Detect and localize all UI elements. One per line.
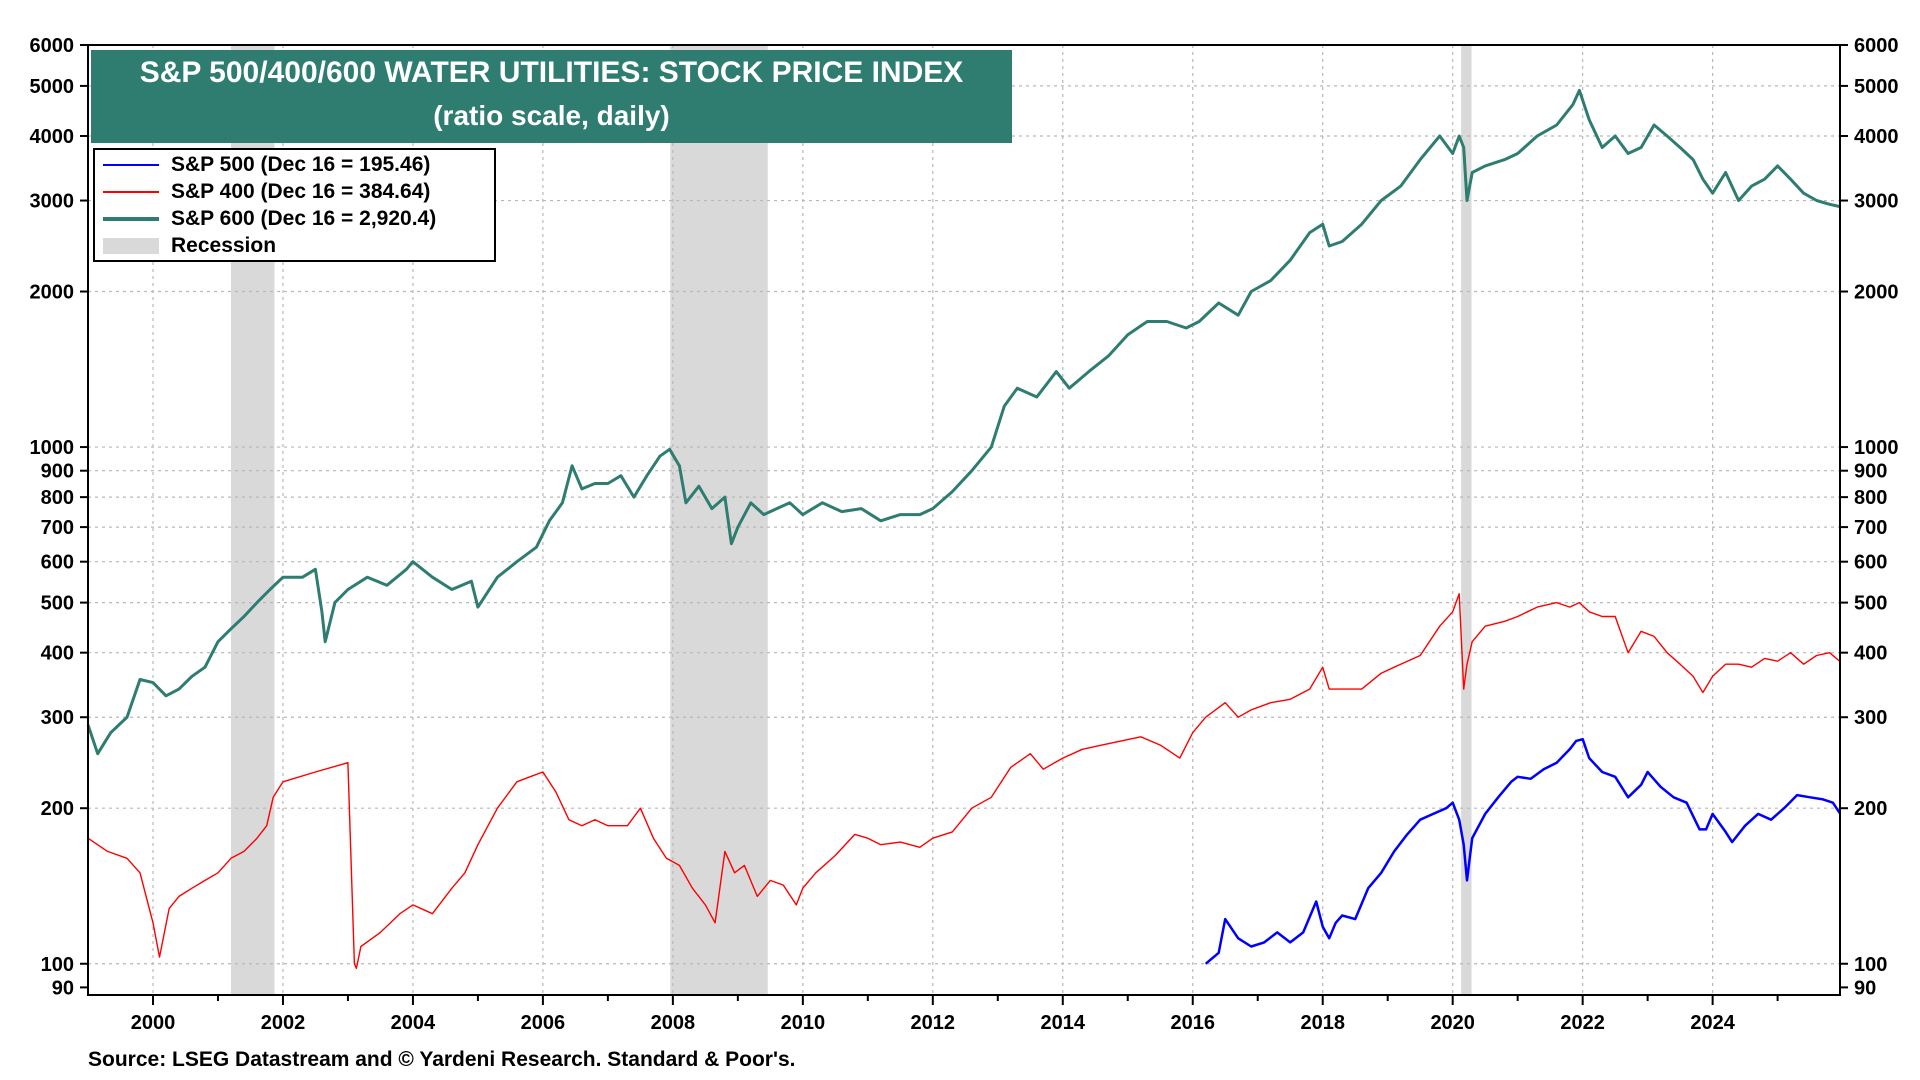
series-line-sp400: [87, 593, 1841, 969]
y-tick-label-left-700: 700: [41, 517, 74, 539]
series-lines: [86, 88, 1842, 969]
y-tick-label-right-900: 900: [1854, 461, 1887, 483]
y-tick-label-left-4000: 4000: [30, 126, 75, 148]
y-tick-label-left-500: 500: [41, 593, 74, 615]
y-tick-label-right-90: 90: [1854, 977, 1876, 999]
legend-label-sp400: S&P 400 (Dec 16 = 384.64): [171, 180, 431, 203]
y-tick-label-left-90: 90: [52, 977, 74, 999]
legend-item-recession: Recession: [103, 233, 276, 259]
series-line-sp500: [1204, 737, 1842, 965]
y-tick-label-left-3000: 3000: [30, 191, 75, 213]
y-tick-label-right-700: 700: [1854, 517, 1887, 539]
y-tick-label-right-1000: 1000: [1854, 437, 1899, 459]
y-tick-label-left-2000: 2000: [30, 282, 75, 304]
x-tick-label-2010: 2010: [781, 1012, 826, 1034]
series-line-sp600: [86, 88, 1841, 756]
x-tick-label-2006: 2006: [521, 1012, 566, 1034]
x-tick-label-2018: 2018: [1300, 1012, 1345, 1034]
legend-item-sp500: S&P 500 (Dec 16 = 195.46): [103, 152, 430, 178]
recession-band-1: [670, 45, 768, 995]
y-tick-label-left-200: 200: [41, 798, 74, 820]
y-tick-label-right-200: 200: [1854, 798, 1887, 820]
y-tick-label-right-500: 500: [1854, 593, 1887, 615]
x-tick-label-2012: 2012: [911, 1012, 956, 1034]
legend: S&P 500 (Dec 16 = 195.46) S&P 400 (Dec 1…: [93, 148, 496, 262]
x-tick-label-2004: 2004: [391, 1012, 436, 1034]
chart-title: S&P 500/400/600 WATER UTILITIES: STOCK P…: [139, 56, 964, 89]
legend-swatch-recession: [103, 238, 159, 254]
x-tick-label-2022: 2022: [1560, 1012, 1605, 1034]
x-tick-label-2016: 2016: [1170, 1012, 1215, 1034]
y-tick-label-right-400: 400: [1854, 643, 1887, 665]
plot-frame: [87, 44, 1841, 996]
y-tick-label-left-6000: 6000: [30, 35, 75, 57]
legend-swatch-sp600: [103, 217, 159, 221]
x-tick-label-2024: 2024: [1690, 1012, 1735, 1034]
y-tick-label-left-300: 300: [41, 707, 74, 729]
y-tick-label-left-100: 100: [41, 954, 74, 976]
y-tick-label-left-800: 800: [41, 487, 74, 509]
legend-item-sp600: S&P 600 (Dec 16 = 2,920.4): [103, 206, 436, 232]
chart-subtitle: (ratio scale, daily): [433, 100, 670, 131]
x-tick-label-2002: 2002: [261, 1012, 306, 1034]
x-tick-label-2014: 2014: [1041, 1012, 1086, 1034]
chart-title-box: S&P 500/400/600 WATER UTILITIES: STOCK P…: [91, 50, 1012, 143]
y-tick-label-right-3000: 3000: [1854, 191, 1899, 213]
x-tick-label-2020: 2020: [1430, 1012, 1475, 1034]
legend-swatch-sp500: [103, 164, 159, 166]
y-tick-label-right-6000: 6000: [1854, 35, 1899, 57]
legend-label-recession: Recession: [171, 234, 277, 257]
recession-band-2: [1461, 45, 1472, 995]
x-tick-label-2008: 2008: [651, 1012, 696, 1034]
legend-swatch-sp400: [103, 191, 159, 193]
y-tick-label-right-4000: 4000: [1854, 126, 1899, 148]
x-tick-label-2000: 2000: [131, 1012, 176, 1034]
y-tick-label-left-1000: 1000: [30, 437, 75, 459]
y-tick-label-left-5000: 5000: [30, 76, 75, 98]
y-tick-label-right-800: 800: [1854, 487, 1887, 509]
legend-item-sp400: S&P 400 (Dec 16 = 384.64): [103, 179, 430, 205]
y-tick-label-right-300: 300: [1854, 707, 1887, 729]
y-tick-label-right-100: 100: [1854, 954, 1887, 976]
source-note: Source: LSEG Datastream and © Yardeni Re…: [88, 1048, 796, 1071]
legend-label-sp500: S&P 500 (Dec 16 = 195.46): [171, 153, 431, 176]
y-tick-label-right-600: 600: [1854, 552, 1887, 574]
y-tick-label-right-2000: 2000: [1854, 282, 1899, 304]
y-tick-label-left-400: 400: [41, 643, 74, 665]
legend-label-sp600: S&P 600 (Dec 16 = 2,920.4): [171, 207, 437, 230]
y-tick-label-right-5000: 5000: [1854, 76, 1899, 98]
y-tick-label-left-600: 600: [41, 552, 74, 574]
y-tick-label-left-900: 900: [41, 461, 74, 483]
